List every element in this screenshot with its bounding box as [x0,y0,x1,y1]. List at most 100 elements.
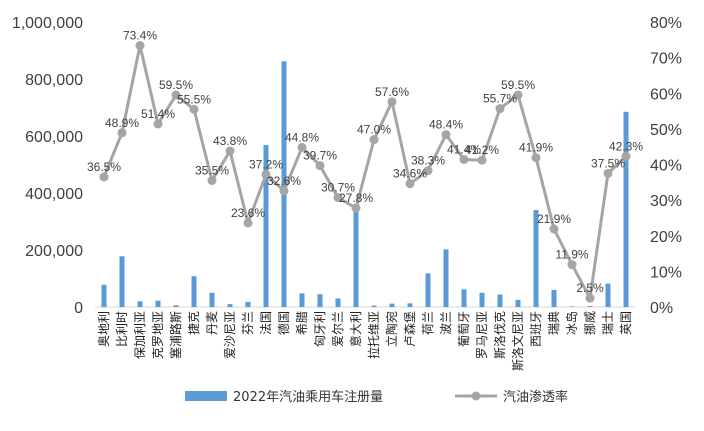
legend-swatch-registrations [185,391,227,401]
bars-layer [101,61,629,308]
penetration-point-16 [369,135,379,145]
penetration-label-20: 48.4% [429,118,463,132]
penetration-label-18: 34.6% [393,167,427,181]
right-tick-1: 10% [650,264,682,281]
bar-29 [605,283,611,307]
category-label-3: 保加利亚 [133,311,147,359]
penetration-point-20 [441,130,451,140]
penetration-point-29 [603,168,613,178]
penetration-label-2: 48.9% [105,116,139,130]
right-tick-4: 40% [650,158,682,175]
bar-8 [227,304,233,307]
penetration-point-21 [459,155,469,164]
penetration-label-6: 55.5% [177,92,211,106]
penetration-point-23 [495,104,505,114]
penetration-label-25: 41.9% [519,141,553,155]
category-label-4: 克罗地亚 [151,311,165,359]
legend-label-registrations: 2022年汽油乘用车注册量 [233,389,383,405]
penetration-label-4: 51.4% [141,107,175,121]
penetration-point-15 [351,203,361,213]
bar-28 [587,306,593,307]
penetration-label-28: 2.5% [576,281,604,295]
penetration-point-3 [135,41,145,50]
bar-4 [155,300,161,307]
category-label-26: 瑞典 [547,311,561,335]
category-label-1: 奥地利 [97,311,111,347]
penetration-point-4 [153,119,163,129]
penetration-label-7: 35.5% [195,164,229,178]
category-label-18: 卢森堡 [402,311,417,347]
right-tick-6: 60% [650,86,682,103]
bar-20 [443,249,449,307]
category-label-27: 冰岛 [564,311,579,335]
penetration-point-10 [261,170,271,179]
category-label-30: 英国 [619,311,633,335]
penetration-label-24: 59.5% [501,78,535,92]
bar-1 [101,284,107,307]
penetration-point-2 [117,128,127,138]
penetration-label-11: 32.6% [267,174,301,188]
bar-17 [389,303,395,307]
penetration-point-25 [531,153,541,163]
penetration-label-3: 73.4% [123,29,157,43]
penetration-point-18 [405,179,415,189]
bar-3 [137,301,143,307]
bar-12 [299,293,305,307]
bar-27 [569,306,575,307]
category-label-20: 波兰 [439,311,453,335]
penetration-point-26 [549,224,559,234]
penetration-point-27 [567,260,577,270]
penetration-label-27: 11.9% [555,248,588,262]
category-label-22: 罗马尼亚 [475,311,489,359]
penetration-label-12: 44.8% [285,130,319,144]
penetration-label-5: 59.5% [159,78,193,92]
category-label-25: 西班牙 [529,311,543,347]
category-label-15: 意大利 [348,311,363,347]
bar-23 [497,294,503,307]
left-axis-ticks: 0 200,000 400,000 600,000 800,000 1,000,000 [12,15,83,317]
category-label-2: 比利时 [115,311,129,347]
left-tick-5: 1,000,000 [12,15,83,32]
penetration-point-9 [243,218,253,228]
bar-16 [371,305,377,307]
left-tick-2: 400,000 [25,186,83,203]
bar-2 [119,256,125,307]
penetration-point-24 [513,90,523,100]
category-label-13: 匈牙利 [313,311,327,347]
penetration-point-28 [585,293,595,303]
right-tick-5: 50% [650,122,682,139]
bar-13 [317,294,323,307]
penetration-label-10: 37.2% [249,158,283,172]
penetration-label-26: 21.9% [537,212,571,226]
penetration-label-14: 30.7% [321,181,355,195]
right-tick-8: 80% [650,15,682,32]
bar-26 [551,289,557,307]
category-labels: 奥地利 比利时 保加利亚 克罗地亚 塞浦路斯 捷克 丹麦 爱沙尼亚 芬兰 法国 德国 希腊 匈牙利 爱尔兰… [97,311,633,371]
penetration-point-30 [621,151,631,161]
bar-9 [245,301,251,307]
penetration-label-17: 57.6% [375,85,409,99]
penetration-point-5 [171,90,181,100]
right-tick-3: 30% [650,193,682,210]
category-label-17: 立陶宛 [384,311,399,347]
bar-25 [533,210,539,307]
category-label-8: 爱沙尼亚 [223,311,237,359]
penetration-label-16: 47.0% [357,123,391,137]
penetration-point-14 [333,193,343,203]
line-layer [99,41,631,303]
bar-18 [407,303,413,307]
penetration-point-19 [423,166,433,176]
category-label-7: 丹麦 [205,311,219,335]
category-label-24: 斯洛文尼亚 [510,311,525,371]
legend: 2022年汽油乘用车注册量 汽油渗透率 [185,389,568,405]
penetration-point-12 [297,142,307,152]
penetration-label-15: 27.8% [339,191,373,205]
category-label-29: 瑞士 [601,311,615,335]
right-tick-7: 70% [650,51,682,68]
category-label-9: 芬兰 [241,311,255,335]
bar-22 [479,292,485,308]
bar-10 [263,145,269,307]
right-tick-2: 20% [650,229,682,246]
